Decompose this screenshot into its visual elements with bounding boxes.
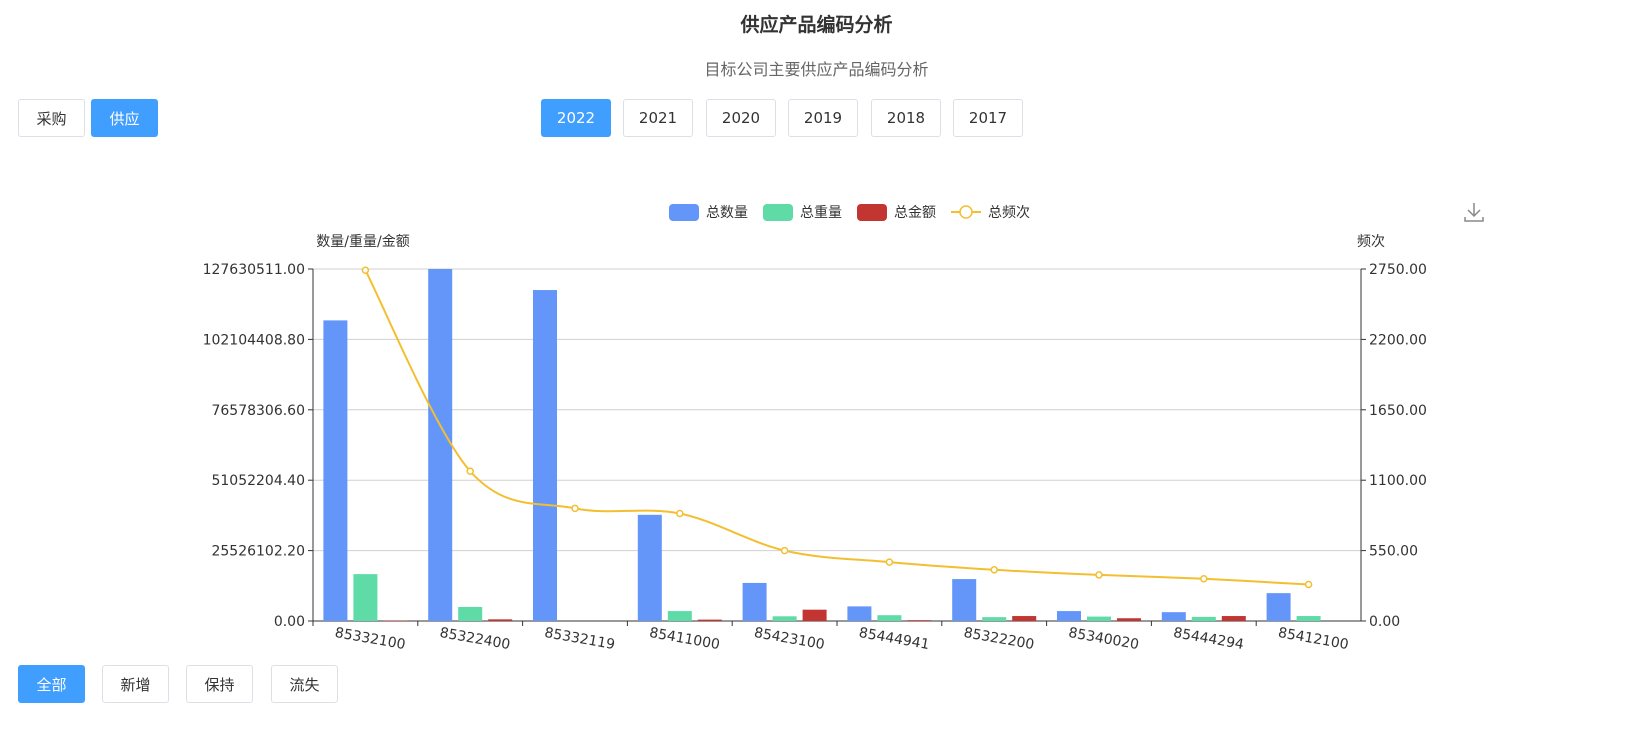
year-button-2018[interactable]: 2018: [871, 99, 941, 137]
legend-label: 总频次: [988, 205, 1030, 221]
year-button-2017[interactable]: 2017: [953, 99, 1023, 137]
frequency-point: [361, 266, 370, 275]
frequency-point: [466, 467, 474, 475]
frequency-point: [885, 558, 894, 566]
x-tick-label: 85411000: [648, 625, 721, 653]
bar-1: [1191, 616, 1216, 621]
bar-0: [847, 606, 872, 621]
y-right-tick-label: 2750.00: [1369, 262, 1427, 278]
bar-0: [323, 320, 348, 621]
bar-2: [1221, 616, 1246, 621]
download-icon[interactable]: [1462, 200, 1486, 224]
y-left-tick-label: 127630511.00: [203, 262, 305, 278]
x-tick-label: 85412100: [1277, 625, 1350, 653]
filter-all-button[interactable]: 全部: [18, 665, 85, 703]
x-tick-label: 85332119: [543, 625, 616, 653]
filter-new-button[interactable]: 新增: [102, 665, 169, 703]
frequency-point: [571, 504, 579, 513]
y-left-tick-label: 102104408.80: [203, 332, 305, 348]
legend-label: 总重量: [800, 205, 842, 221]
legend-swatch: [857, 204, 887, 221]
frequency-point: [1095, 571, 1103, 579]
frequency-point: [990, 566, 998, 574]
bar-0: [1057, 611, 1081, 621]
frequency-line: [364, 269, 1309, 586]
x-tick-label: 85322200: [962, 625, 1035, 653]
bar-0: [1266, 593, 1291, 621]
bar-0: [742, 582, 767, 621]
frequency-point: [1304, 580, 1313, 589]
bar-1: [877, 615, 902, 621]
y-right-tick-label: 1650.00: [1369, 403, 1427, 419]
frequency-point: [780, 546, 789, 555]
year-button-2020[interactable]: 2020: [706, 99, 776, 137]
x-tick-label: 85332100: [334, 625, 407, 653]
legend-label: 总数量: [706, 205, 748, 221]
x-tick-label: 85340020: [1067, 625, 1140, 653]
bar-2: [907, 620, 932, 621]
y-left-tick-label: 76578306.60: [211, 403, 305, 419]
bar-2: [697, 619, 722, 621]
y-left-tick-label: 25526102.20: [211, 544, 305, 560]
bar-2: [383, 620, 408, 621]
year-button-2019[interactable]: 2019: [788, 99, 858, 137]
legend-label: 总金额: [894, 205, 936, 221]
bar-0: [952, 579, 977, 621]
year-button-2021[interactable]: 2021: [623, 99, 693, 137]
page-subtitle: 目标公司主要供应产品编码分析: [704, 60, 929, 79]
legend-swatch: [763, 204, 793, 221]
frequency-point: [1200, 575, 1208, 583]
bar-0: [1161, 612, 1186, 621]
x-tick-label: 85444941: [858, 625, 931, 653]
bar-1: [458, 606, 483, 621]
y-right-axis-title: 频次: [1357, 234, 1385, 250]
bar-1: [1296, 616, 1321, 621]
bar-1: [667, 611, 692, 621]
bar-0: [637, 514, 662, 621]
bar-0: [533, 290, 557, 621]
bar-2: [1117, 618, 1141, 621]
bar-0: [428, 269, 453, 621]
bar-2: [802, 609, 827, 621]
bar-2: [488, 619, 513, 621]
legend-swatch: [669, 204, 699, 221]
x-tick-label: 85444294: [1172, 625, 1245, 653]
y-left-axis-title: 数量/重量/金额: [316, 234, 409, 250]
bar-1: [353, 574, 378, 621]
y-right-tick-label: 0.00: [1369, 614, 1400, 630]
year-button-2022[interactable]: 2022: [541, 99, 611, 137]
page-title: 供应产品编码分析: [740, 14, 893, 36]
purchase-toggle-button[interactable]: 采购: [18, 99, 85, 137]
filter-lost-button[interactable]: 流失: [271, 665, 338, 703]
bar-1: [772, 616, 797, 621]
bar-1: [1087, 616, 1111, 621]
y-right-tick-label: 1100.00: [1369, 473, 1427, 489]
bar-1: [982, 617, 1007, 621]
y-left-tick-label: 0.00: [274, 614, 305, 630]
x-tick-label: 85322400: [438, 625, 511, 653]
bar-2: [1012, 616, 1037, 621]
frequency-point: [676, 509, 684, 518]
filter-retain-button[interactable]: 保持: [186, 665, 253, 703]
x-tick-label: 85423100: [753, 625, 826, 653]
y-right-tick-label: 2200.00: [1369, 332, 1427, 348]
legend-swatch: [959, 205, 973, 219]
y-right-tick-label: 550.00: [1369, 544, 1418, 560]
supply-toggle-button[interactable]: 供应: [91, 99, 158, 137]
y-left-tick-label: 51052204.40: [211, 473, 305, 489]
